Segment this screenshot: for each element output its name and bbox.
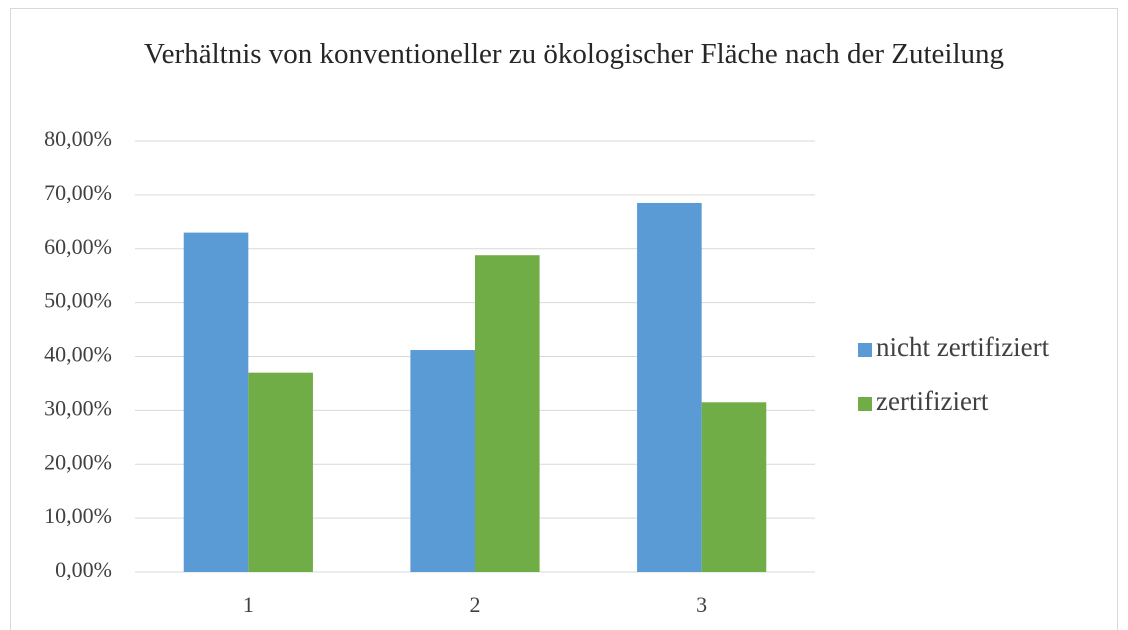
y-tick-label: 30,00%	[44, 395, 112, 420]
y-tick-label: 50,00%	[44, 288, 112, 313]
legend-swatch	[858, 343, 872, 357]
legend-label: zertifiziert	[876, 386, 989, 416]
bar	[410, 350, 475, 572]
y-tick-label: 10,00%	[44, 503, 112, 528]
y-tick-label: 0,00%	[55, 557, 112, 582]
y-tick-label: 60,00%	[44, 234, 112, 259]
bar	[637, 202, 702, 573]
y-tick-label: 20,00%	[44, 449, 112, 474]
legend-swatch	[858, 397, 872, 411]
x-tick-label: 2	[470, 592, 481, 617]
bar	[183, 232, 249, 572]
x-tick-label: 3	[696, 592, 707, 617]
y-tick-label: 80,00%	[44, 126, 112, 151]
bar	[248, 372, 313, 572]
chart-border	[10, 8, 1118, 630]
chart-title: Verhältnis von konventioneller zu ökolog…	[143, 38, 1005, 70]
y-tick-label: 40,00%	[44, 342, 112, 367]
x-tick-label: 1	[243, 592, 254, 617]
bar	[701, 402, 767, 572]
y-tick-label: 70,00%	[44, 180, 112, 205]
bar	[475, 255, 540, 572]
legend-label: nicht zertifiziert	[876, 332, 1050, 362]
